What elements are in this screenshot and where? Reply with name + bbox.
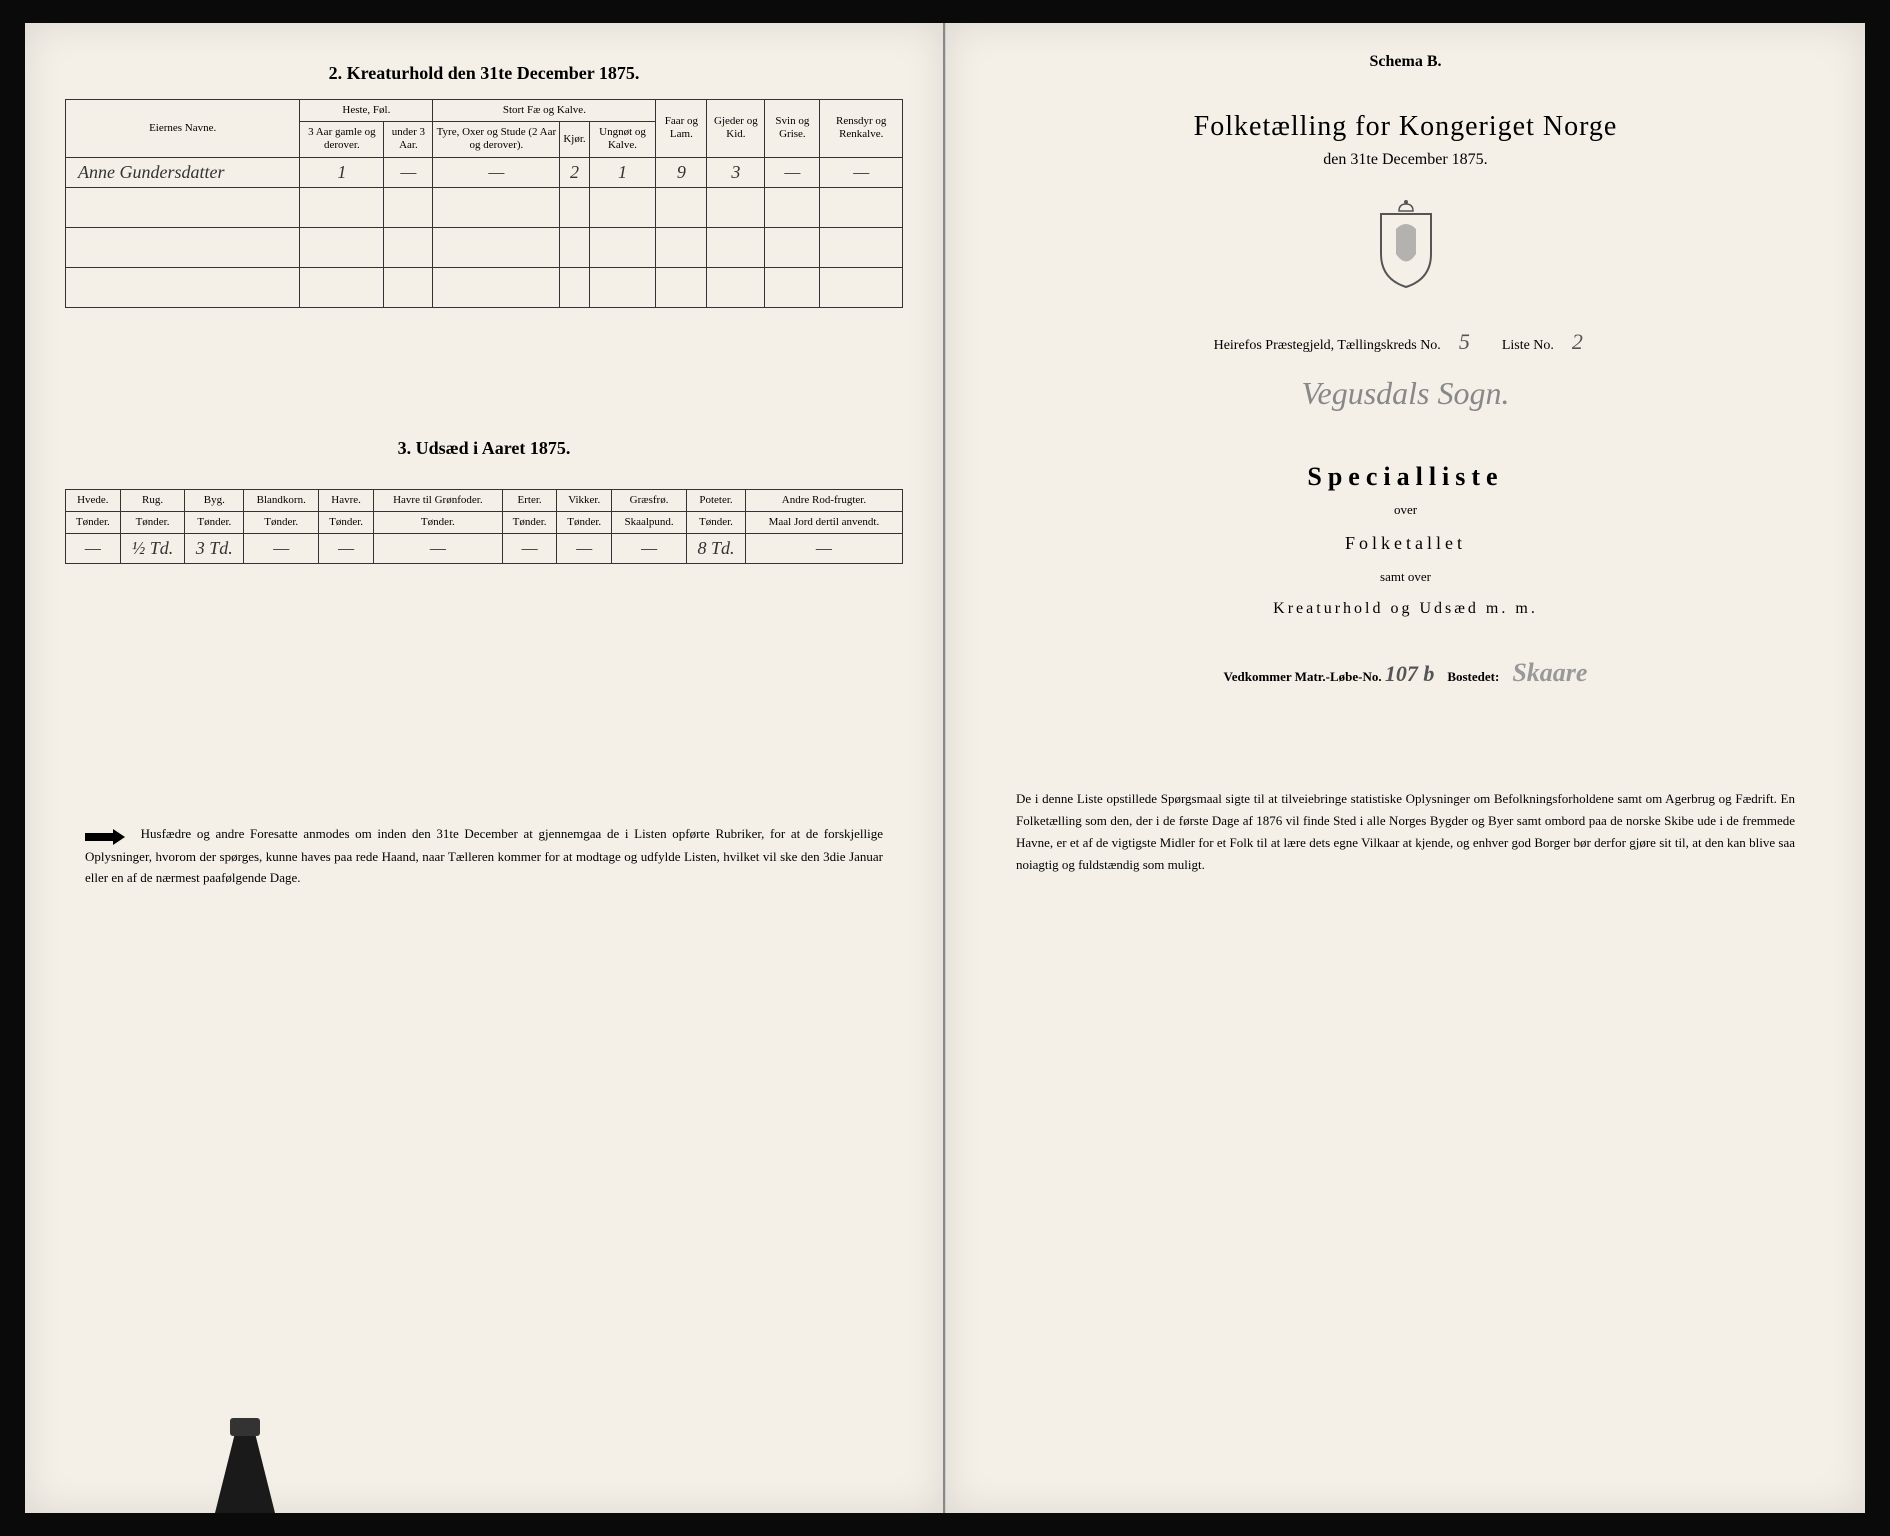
- th-sheep: Faar og Lam.: [656, 100, 707, 158]
- cell: —: [745, 533, 902, 563]
- kreaturhold-text: Kreaturhold og Udsæd m. m.: [986, 600, 1825, 618]
- over-text: over: [986, 502, 1825, 518]
- th-unit: Tønder.: [373, 511, 502, 533]
- matr-label: Vedkommer Matr.-Løbe-No.: [1224, 669, 1382, 684]
- schema-label: Schema B.: [986, 53, 1825, 71]
- th-unit: Tønder.: [502, 511, 557, 533]
- th: Rug.: [120, 489, 185, 511]
- th: Vikker.: [557, 489, 612, 511]
- cell: —: [373, 533, 502, 563]
- cell: —: [612, 533, 687, 563]
- right-page: Schema B. Folketælling for Kongeriget No…: [945, 23, 1865, 1513]
- cell: —: [557, 533, 612, 563]
- th: Byg.: [185, 489, 244, 511]
- livestock-table: Eiernes Navne. Heste, Føl. Stort Fæ og K…: [65, 99, 903, 308]
- table-row: [66, 227, 903, 267]
- owner-name: Anne Gundersdatter: [66, 157, 300, 187]
- left-page: 2. Kreaturhold den 31te December 1875. E…: [25, 23, 945, 1513]
- th: Blandkorn.: [244, 489, 319, 511]
- bosted-value: Skaare: [1512, 658, 1587, 688]
- left-instructions: Husfædre og andre Foresatte anmodes om i…: [65, 824, 903, 889]
- table-row: Anne Gundersdatter 1 — — 2 1 9 3 — —: [66, 157, 903, 187]
- matr-no: 107 b: [1385, 661, 1435, 687]
- th: Havre til Grønfoder.: [373, 489, 502, 511]
- th-pigs: Svin og Grise.: [765, 100, 820, 158]
- cell: 3 Td.: [185, 533, 244, 563]
- th-unit: Tønder.: [120, 511, 185, 533]
- coat-of-arms-icon: [1371, 199, 1441, 289]
- liste-label: Liste No.: [1502, 338, 1554, 353]
- th: Poteter.: [687, 489, 746, 511]
- liste-no: 2: [1557, 329, 1597, 355]
- parish-line: Heirefos Præstegjeld, Tællingskreds No. …: [986, 329, 1825, 355]
- kreds-no: 5: [1444, 329, 1484, 355]
- samt-over-text: samt over: [986, 569, 1825, 585]
- section3-title: 3. Udsæd i Aaret 1875.: [65, 438, 903, 459]
- th-unit: Tønder.: [687, 511, 746, 533]
- sowing-table: Hvede. Rug. Byg. Blandkorn. Havre. Havre…: [65, 489, 903, 564]
- th-unit: Tønder.: [557, 511, 612, 533]
- table-row: [66, 267, 903, 307]
- th: Erter.: [502, 489, 557, 511]
- th-unit: Maal Jord dertil anvendt.: [745, 511, 902, 533]
- cell: 1: [300, 157, 384, 187]
- th-calves: Ungnøt og Kalve.: [589, 122, 656, 157]
- cell: —: [244, 533, 319, 563]
- cell: —: [765, 157, 820, 187]
- cell: —: [319, 533, 374, 563]
- th-cows: Kjør.: [560, 122, 589, 157]
- th: Hvede.: [66, 489, 121, 511]
- th-h3: 3 Aar gamle og derover.: [300, 122, 384, 157]
- cell: —: [433, 157, 560, 187]
- specialliste-title: Specialliste: [986, 462, 1825, 492]
- cell: 1: [589, 157, 656, 187]
- th-cattle: Stort Fæ og Kalve.: [433, 100, 656, 122]
- cell: —: [502, 533, 557, 563]
- matr-line: Vedkommer Matr.-Løbe-No. 107 b Bostedet:…: [986, 658, 1825, 688]
- th-unit: Tønder.: [319, 511, 374, 533]
- main-title: Folketælling for Kongeriget Norge: [986, 111, 1825, 143]
- cell: 3: [707, 157, 765, 187]
- table-row: — ½ Td. 3 Td. — — — — — — 8 Td. —: [66, 533, 903, 563]
- th-hu3: under 3 Aar.: [384, 122, 433, 157]
- instructions-text: Husfædre og andre Foresatte anmodes om i…: [85, 826, 883, 885]
- th-goats: Gjeder og Kid.: [707, 100, 765, 158]
- cell: —: [384, 157, 433, 187]
- cell: 9: [656, 157, 707, 187]
- census-book: 2. Kreaturhold den 31te December 1875. E…: [25, 23, 1865, 1513]
- th-bulls: Tyre, Oxer og Stude (2 Aar og derover).: [433, 122, 560, 157]
- th-reindeer: Rensdyr og Renkalve.: [820, 100, 903, 158]
- cell: —: [820, 157, 903, 187]
- binder-clip: [205, 1413, 285, 1513]
- folketallet-text: Folketallet: [986, 533, 1825, 554]
- th: Græsfrø.: [612, 489, 687, 511]
- th-unit: Skaalpund.: [612, 511, 687, 533]
- cell: ½ Td.: [120, 533, 185, 563]
- subtitle: den 31te December 1875.: [986, 151, 1825, 169]
- cell: —: [66, 533, 121, 563]
- parish-prefix: Heirefos: [1214, 338, 1262, 353]
- th: Havre.: [319, 489, 374, 511]
- th-unit: Tønder.: [66, 511, 121, 533]
- parish-text: Præstegjeld, Tællingskreds No.: [1265, 338, 1441, 353]
- th: Andre Rod-frugter.: [745, 489, 902, 511]
- th-horses: Heste, Føl.: [300, 100, 433, 122]
- parish-name: Vegusdals Sogn.: [986, 375, 1825, 412]
- cell: 8 Td.: [687, 533, 746, 563]
- bosted-label: Bostedet:: [1447, 669, 1499, 684]
- pointing-hand-icon: [85, 827, 125, 847]
- th-owner: Eiernes Navne.: [66, 100, 300, 158]
- section2-title: 2. Kreaturhold den 31te December 1875.: [65, 63, 903, 84]
- cell: 2: [560, 157, 589, 187]
- right-instructions: De i denne Liste opstillede Spørgsmaal s…: [986, 788, 1825, 876]
- th-unit: Tønder.: [185, 511, 244, 533]
- table-row: [66, 187, 903, 227]
- th-unit: Tønder.: [244, 511, 319, 533]
